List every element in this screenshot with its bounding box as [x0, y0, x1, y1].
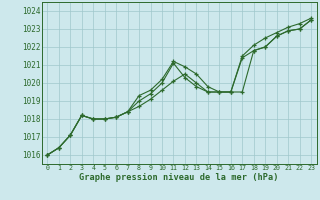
X-axis label: Graphe pression niveau de la mer (hPa): Graphe pression niveau de la mer (hPa) — [79, 173, 279, 182]
